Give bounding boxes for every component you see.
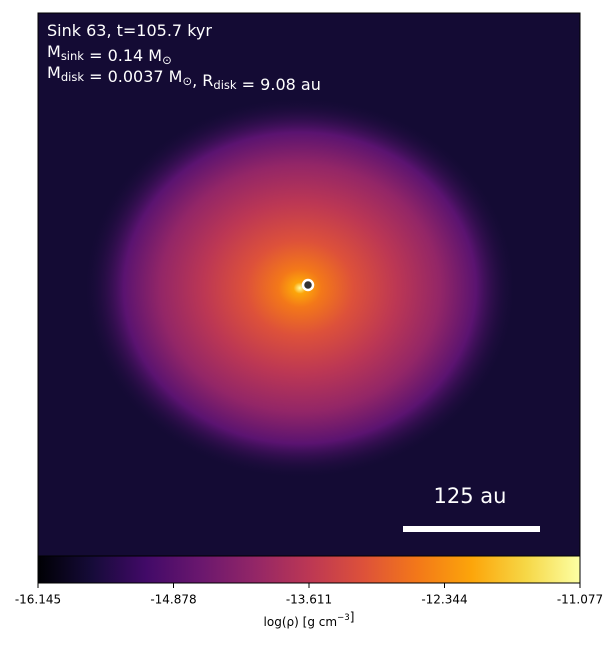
text-segment: ]	[350, 610, 355, 624]
colorbar-tick-label: -16.145	[15, 593, 61, 607]
colorbar-tick-label: -13.611	[286, 593, 332, 607]
text-segment: , R	[192, 71, 213, 90]
subscript: disk	[61, 70, 85, 84]
text-segment: M	[47, 63, 61, 82]
annotation-line: Sink 63, t=105.7 kyr	[47, 21, 212, 40]
density-map	[38, 13, 580, 556]
colorbar	[37, 555, 581, 584]
text-segment: = 0.0037 M	[84, 67, 182, 86]
subscript: sink	[61, 49, 84, 63]
text-segment: log(ρ) [g cm	[264, 615, 338, 629]
colorbar-axis: -16.145 -14.878 -13.611 -12.344 -11.077 log(ρ…	[15, 583, 603, 629]
subscript: disk	[213, 78, 237, 92]
text-segment: = 9.08 au	[237, 75, 321, 94]
colorbar-tick-label: -12.344	[421, 593, 467, 607]
text-segment: Sink 63, t=105.7 kyr	[47, 21, 212, 40]
subscript: ⊙	[182, 74, 192, 88]
scale-bar	[403, 526, 540, 532]
subscript: ⊙	[162, 53, 172, 67]
text-segment: M	[47, 42, 61, 61]
colorbar-tick-label: -11.077	[557, 593, 603, 607]
superscript: −3	[337, 613, 350, 623]
annotation-line: Msink = 0.14 M⊙	[47, 42, 172, 67]
colorbar-label: log(ρ) [g cm−3]	[264, 610, 355, 629]
scale-bar-label: 125 au	[434, 484, 507, 508]
colorbar-tick-label: -14.878	[150, 593, 196, 607]
annotation-line: Mdisk = 0.0037 M⊙, Rdisk = 9.08 au	[47, 63, 321, 94]
text-segment: = 0.14 M	[84, 46, 162, 65]
